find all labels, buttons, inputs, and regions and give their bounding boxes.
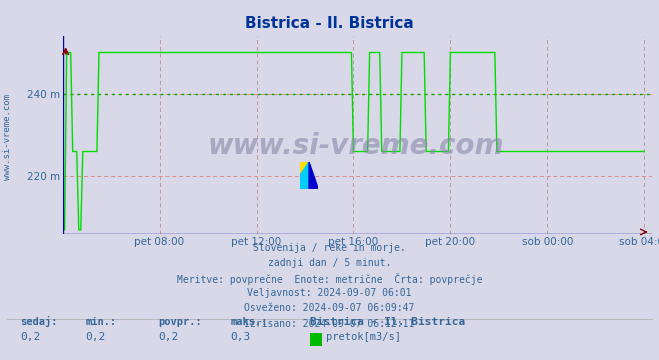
Text: www.si-vreme.com: www.si-vreme.com [3, 94, 13, 180]
Text: Osveženo: 2024-09-07 06:09:47: Osveženo: 2024-09-07 06:09:47 [244, 303, 415, 314]
Text: 0,2: 0,2 [158, 332, 179, 342]
Text: pretok[m3/s]: pretok[m3/s] [326, 332, 401, 342]
Text: www.si-vreme.com: www.si-vreme.com [208, 132, 504, 160]
Text: maks.:: maks.: [231, 317, 268, 327]
Text: povpr.:: povpr.: [158, 317, 202, 327]
Polygon shape [309, 162, 318, 189]
Text: 0,3: 0,3 [231, 332, 251, 342]
Text: sedaj:: sedaj: [20, 316, 57, 327]
Text: zadnji dan / 5 minut.: zadnji dan / 5 minut. [268, 258, 391, 268]
Text: Bistrica - Il. Bistrica: Bistrica - Il. Bistrica [245, 16, 414, 31]
Text: Meritve: povprečne  Enote: metrične  Črta: povprečje: Meritve: povprečne Enote: metrične Črta:… [177, 273, 482, 285]
Text: Izrisano: 2024-09-07 06:12:11: Izrisano: 2024-09-07 06:12:11 [244, 319, 415, 329]
Polygon shape [300, 162, 309, 189]
Polygon shape [300, 162, 309, 175]
Text: 0,2: 0,2 [86, 332, 106, 342]
Text: min.:: min.: [86, 317, 117, 327]
Text: Bistrica - Il. Bistrica: Bistrica - Il. Bistrica [310, 317, 465, 327]
Text: Veljavnost: 2024-09-07 06:01: Veljavnost: 2024-09-07 06:01 [247, 288, 412, 298]
Text: 0,2: 0,2 [20, 332, 40, 342]
Text: Slovenija / reke in morje.: Slovenija / reke in morje. [253, 243, 406, 253]
